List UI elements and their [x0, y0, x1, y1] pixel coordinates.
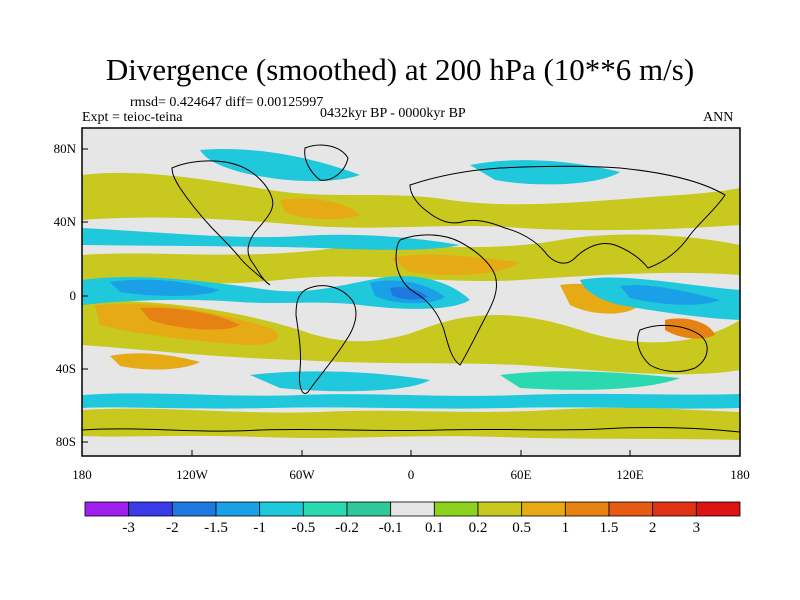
x-label-60w: 60W: [289, 467, 315, 482]
colorbar-label: -0.5: [291, 520, 316, 536]
colorbar-label: -1.5: [204, 520, 228, 536]
colorbar-box: [128, 501, 173, 517]
negative-band-south-midlat: [250, 371, 430, 392]
x-label-120e: 120E: [616, 467, 644, 482]
y-label-80n: 80N: [53, 141, 76, 156]
colorbar-label: -3: [122, 520, 135, 536]
colorbar-box: [390, 501, 435, 517]
positive-band-south: [82, 407, 740, 440]
coast-north-america: [171, 160, 274, 286]
experiment-label: Expt = teioc-teina: [82, 110, 183, 125]
negative-band-southern-ocean: [82, 393, 740, 409]
stats-line: rmsd= 0.424647 diff= 0.00125997: [130, 95, 324, 110]
y-label-40n: 40N: [53, 214, 76, 229]
coast-eurasia: [409, 165, 726, 269]
field-layer: [82, 128, 740, 456]
colorbar-label: 1: [561, 520, 570, 536]
negative-deep-amazon: [390, 287, 428, 300]
negative-core-maritime: [620, 285, 720, 305]
x-label-180w: 180: [72, 467, 92, 482]
colorbar-label: -2: [166, 520, 179, 536]
colorbar-box: [302, 501, 348, 517]
colorbar-box: [433, 501, 479, 517]
colorbar-box: [84, 501, 130, 517]
positive-midlat-north: [82, 172, 740, 231]
negative-band-south-indian: [500, 371, 680, 390]
x-label-120w: 120W: [176, 467, 208, 482]
y-label-0: 0: [69, 288, 77, 303]
negative-core-pacific: [110, 279, 220, 296]
colorbar-box: [477, 501, 523, 517]
negative-band-arctic: [200, 149, 360, 182]
positive-band-far-south-pacific: [110, 353, 200, 370]
colorbar-label: 0.1: [424, 520, 444, 536]
colorbar-box: [171, 501, 217, 517]
colorbar-label: -0.1: [378, 520, 403, 536]
negative-band-north: [82, 228, 460, 250]
colorbar-box: [346, 501, 392, 517]
positive-band-southern-pacific: [82, 300, 740, 375]
colorbar-box: [652, 501, 697, 517]
colorbar-label: -0.2: [335, 520, 359, 536]
positive-core-australia: [665, 318, 715, 339]
y-ticks: [82, 148, 88, 443]
colorbar-box: [521, 501, 566, 517]
x-label-60e: 60E: [510, 467, 532, 482]
positive-core-midlat: [280, 198, 360, 220]
colorbar-box: [215, 501, 261, 517]
coastlines: [81, 144, 741, 433]
coast-south-america: [295, 285, 357, 394]
coast-australia: [637, 325, 708, 373]
x-label-0: 0: [407, 467, 415, 482]
period-label: 0432kyr BP - 0000kyr BP: [320, 106, 466, 121]
colorbar-label: 3: [692, 520, 701, 536]
colorbar: [84, 501, 741, 517]
positive-core-deep: [140, 307, 240, 330]
coast-antarctica: [81, 426, 741, 433]
colorbar-box: [695, 501, 741, 517]
coast-africa: [395, 234, 498, 366]
colorbar-box: [608, 501, 654, 517]
colorbar-label: 2: [648, 520, 657, 536]
season-label: ANN: [703, 110, 734, 125]
coast-greenland: [304, 144, 349, 181]
x-ticks: [81, 450, 741, 456]
y-label-80s: 80S: [55, 434, 76, 449]
colorbar-box: [259, 501, 304, 517]
colorbar-label: 0.2: [468, 520, 488, 536]
plot-title: Divergence (smoothed) at 200 hPa (10**6 …: [105, 52, 695, 87]
colorbar-box: [564, 501, 610, 517]
colorbar-label: 0.5: [512, 520, 532, 536]
colorbar-label: 1.5: [599, 520, 619, 536]
colorbar-label: -1: [253, 520, 266, 536]
x-label-180e: 180: [730, 467, 750, 482]
positive-core-north-atlantic: [390, 254, 520, 275]
positive-core-indian: [560, 283, 640, 314]
y-label-40s: 40S: [55, 361, 76, 376]
